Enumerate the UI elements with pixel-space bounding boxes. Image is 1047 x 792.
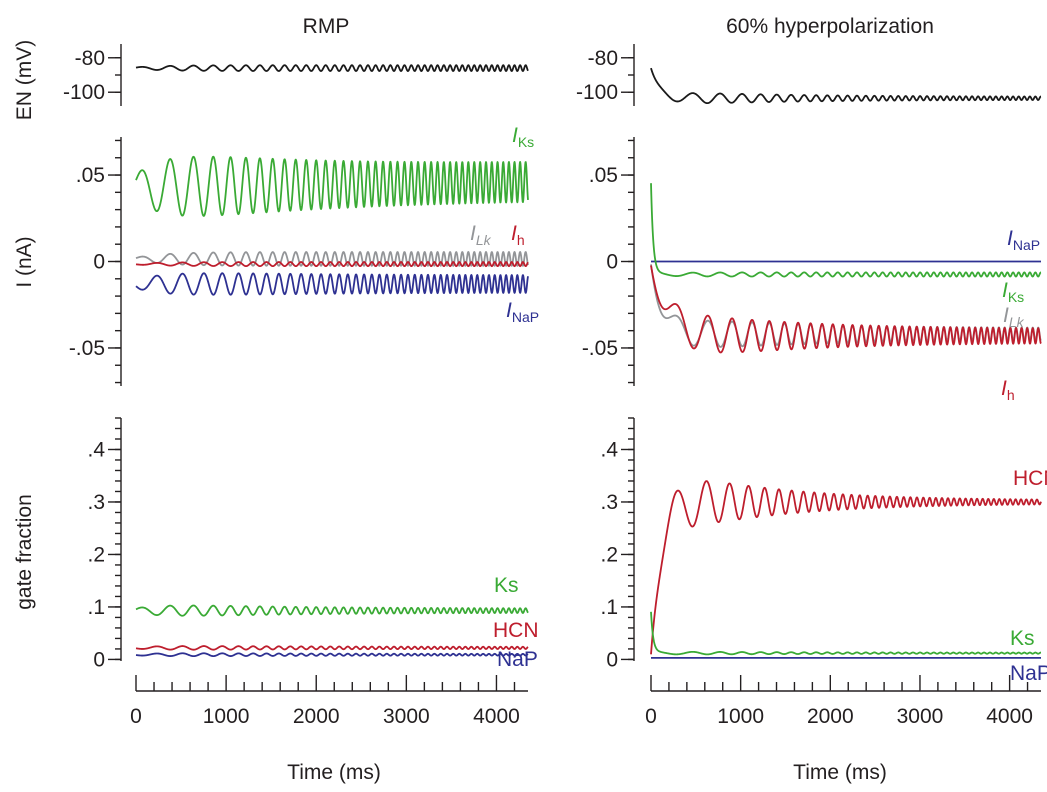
panel-gate-rmp: .4 .3 .2 .1 0 0 1000 2000 3000 4000 Ks HCN NaP (87, 417, 539, 728)
panel-gate-hyp: .4 .3 .2 .1 0 0 1000 2000 3000 4000 HCN Ks NaP (600, 417, 1047, 728)
series-label-nap: NaP (1010, 662, 1047, 685)
x-tick-label: 1000 (717, 705, 764, 728)
x-tick-label: 0 (645, 705, 657, 728)
x-tick-label: 0 (130, 705, 142, 728)
y-tick-label: 0 (606, 251, 618, 274)
series-label-ks: IKs (512, 124, 534, 150)
column-title-hyperpolarization: 60% hyperpolarization (726, 15, 934, 38)
series-label-ks: Ks (1010, 627, 1035, 650)
series-line-ks (650, 611, 1042, 656)
series-label-lk: ILk (470, 222, 492, 248)
series-label-hcn: HCN (493, 619, 539, 642)
y-tick-label: .1 (600, 596, 618, 619)
x-tick-label: 2000 (807, 705, 854, 728)
series-line-nap (135, 652, 529, 658)
series-label-ks: Ks (494, 574, 519, 597)
y-tick-label: 0 (93, 648, 105, 671)
series-line-ks (135, 604, 529, 617)
x-tick-label: 4000 (986, 705, 1033, 728)
y-tick-label: -100 (63, 81, 105, 104)
series-line-h (650, 265, 1042, 354)
x-tick-label: 1000 (203, 705, 250, 728)
series-line-ks (135, 155, 529, 217)
column-title-rmp: RMP (303, 15, 350, 38)
y-tick-label: 0 (606, 648, 618, 671)
panel-i-rmp: .05 0 -.05 IKs ILk Ih INaP (69, 124, 539, 386)
series-line-ks (650, 183, 1042, 278)
series-line-hcn (650, 480, 1042, 655)
series-label-nap: INaP (506, 299, 539, 325)
series-line-trace (650, 67, 1042, 105)
series-line-hcn (135, 645, 529, 651)
series-label-nap: NaP (497, 648, 538, 671)
series-line-trace (135, 64, 529, 72)
y-tick-label: -80 (75, 47, 105, 70)
y-tick-label: .2 (87, 543, 105, 566)
series-line-nap (135, 272, 529, 296)
y-tick-label: -.05 (582, 337, 618, 360)
y-tick-label: .4 (600, 438, 618, 461)
x-tick-label: 3000 (897, 705, 944, 728)
y-tick-label: -80 (588, 47, 618, 70)
y-tick-label: .3 (87, 491, 105, 514)
ylabel-gate-fraction: gate fraction (13, 494, 36, 610)
panel-en-hyp: -80 -100 (576, 44, 1042, 106)
panel-en-rmp: -80 -100 (63, 44, 529, 106)
series-label-ks: IKs (1002, 279, 1024, 305)
y-tick-label: -100 (576, 81, 618, 104)
ylabel-en: EN (mV) (13, 40, 36, 121)
series-line-h (135, 261, 529, 268)
y-tick-label: .05 (76, 164, 105, 187)
series-label-hcn: HCN (1013, 467, 1047, 490)
xlabel-right: Time (ms) (793, 761, 887, 784)
y-tick-label: .4 (87, 438, 105, 461)
y-tick-label: .05 (589, 164, 618, 187)
y-tick-label: -.05 (69, 337, 105, 360)
x-tick-label: 2000 (293, 705, 340, 728)
x-tick-label: 3000 (383, 705, 430, 728)
y-tick-label: .2 (600, 543, 618, 566)
series-label-h: Ih (1001, 377, 1015, 403)
y-tick-label: .3 (600, 491, 618, 514)
x-tick-label: 4000 (473, 705, 520, 728)
series-label-nap: INaP (1007, 227, 1040, 253)
xlabel-left: Time (ms) (287, 761, 381, 784)
series-label-lk: ILk (1003, 304, 1025, 330)
y-tick-label: 0 (93, 251, 105, 274)
ylabel-current: I (nA) (13, 236, 36, 287)
y-tick-label: .1 (87, 596, 105, 619)
series-label-h: Ih (511, 222, 525, 248)
